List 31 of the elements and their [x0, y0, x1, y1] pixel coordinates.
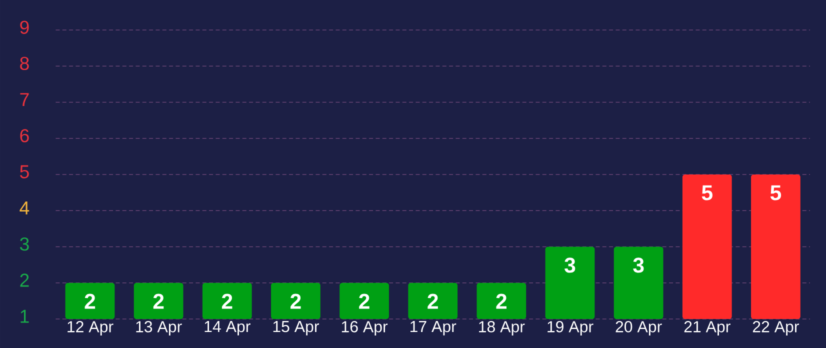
- x-tick-label: 20 Apr: [616, 321, 662, 336]
- data-label: 5: [770, 185, 782, 200]
- y-tick-label: 9: [20, 20, 29, 34]
- y-tick-label: 4: [20, 202, 30, 214]
- x-tick-label: 21 Apr: [684, 321, 730, 336]
- x-tick-label: 14 Apr: [204, 321, 250, 336]
- data-label: 2: [290, 294, 301, 309]
- x-tick-label: 15 Apr: [273, 321, 319, 336]
- data-label: 2: [428, 294, 438, 309]
- data-label: 2: [359, 294, 370, 309]
- data-label: 5: [702, 185, 712, 200]
- y-tick-label: 8: [20, 56, 29, 70]
- data-label: 2: [496, 294, 506, 309]
- y-tick-label: 6: [20, 129, 29, 142]
- y-tick-label: 1: [20, 310, 29, 323]
- data-label: 2: [84, 294, 96, 309]
- y-tick-label: 7: [20, 93, 29, 106]
- data-label: 2: [222, 294, 232, 309]
- data-label: 2: [153, 294, 164, 309]
- data-label: 3: [564, 258, 576, 273]
- y-tick-label: 5: [20, 165, 29, 178]
- x-tick-label: 12 Apr: [68, 321, 114, 336]
- x-tick-label: 17 Apr: [410, 321, 456, 336]
- y-tick-label: 3: [20, 237, 29, 251]
- y-tick-label: 2: [20, 274, 29, 287]
- x-tick-label: 22 Apr: [752, 321, 799, 336]
- x-tick-label: 13 Apr: [136, 321, 182, 336]
- x-tick-label: 16 Apr: [342, 321, 388, 336]
- x-tick-label: 18 Apr: [479, 321, 525, 336]
- data-label: 3: [633, 258, 644, 273]
- x-tick-label: 19 Apr: [548, 321, 594, 336]
